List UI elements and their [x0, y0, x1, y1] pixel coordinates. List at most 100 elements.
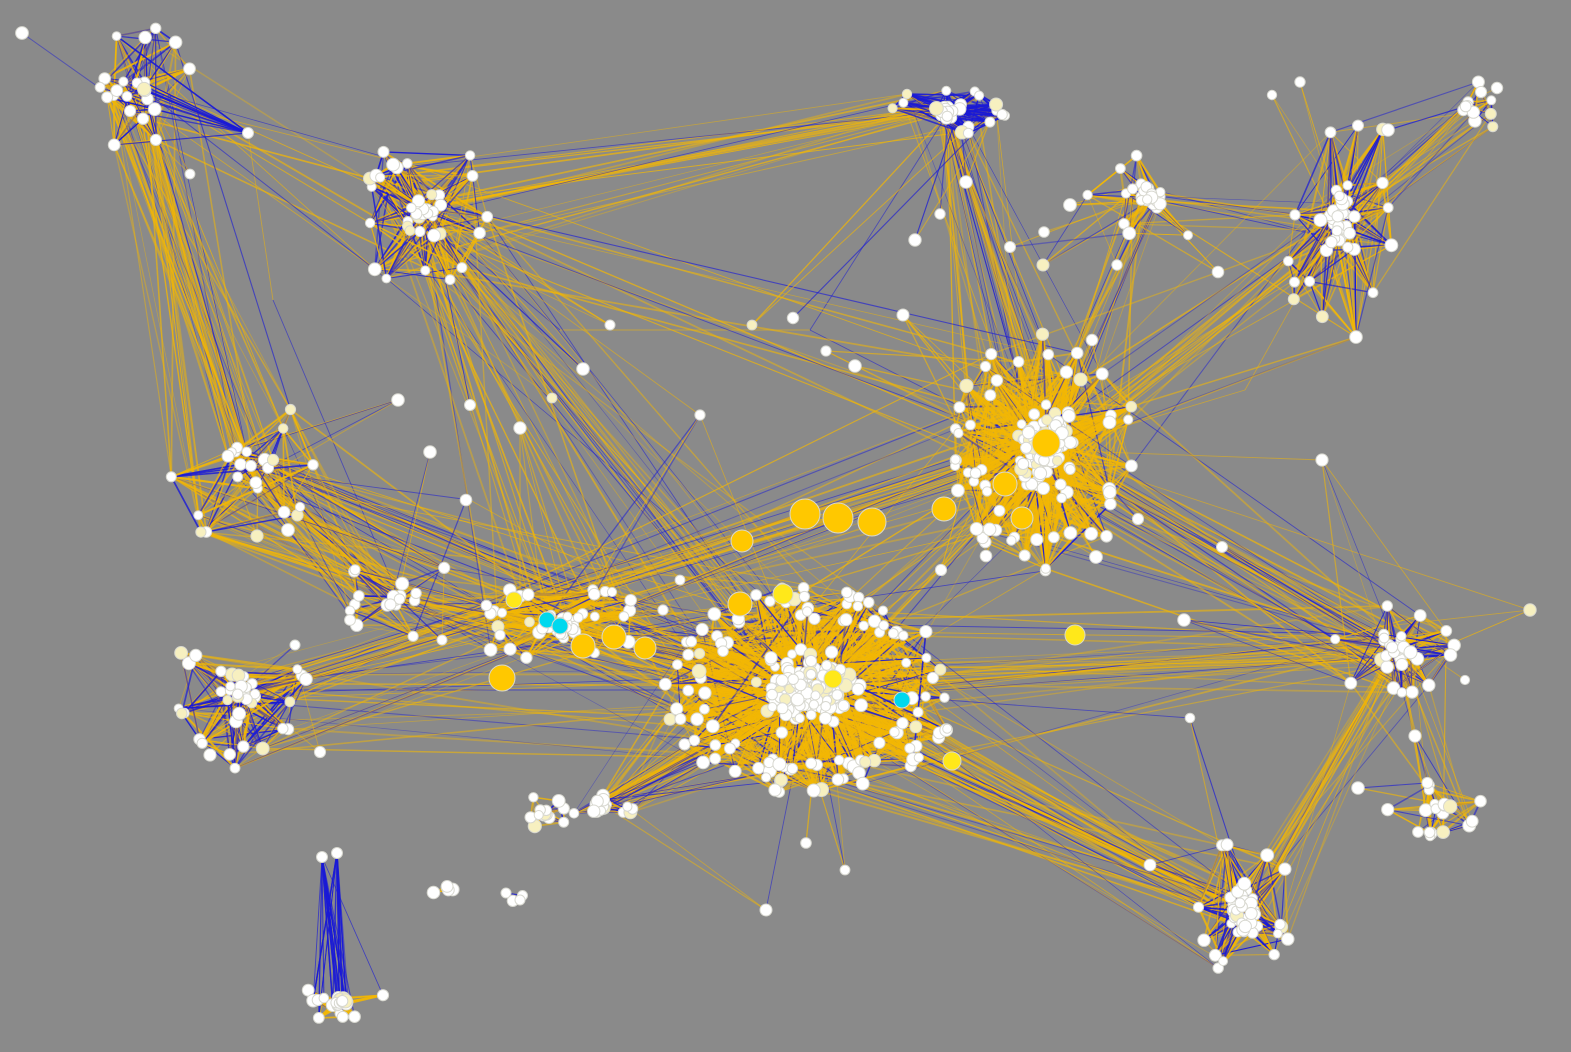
graph-edge: [175, 42, 292, 410]
graph-edge: [422, 209, 1049, 355]
graph-edge: [593, 414, 701, 595]
graph-edge: [205, 427, 284, 533]
graph-edge: [623, 615, 692, 643]
graph-edge: [272, 459, 415, 601]
graph-edge: [238, 379, 1081, 715]
graph-edge: [106, 97, 284, 429]
graph-edge: [914, 110, 997, 241]
graph-edge: [399, 598, 443, 641]
graph-edge: [1045, 567, 1403, 694]
graph-edge: [116, 35, 249, 134]
graph-edge: [1321, 459, 1447, 632]
graph-edge: [1009, 232, 1130, 248]
graph-edge: [858, 597, 1238, 893]
graph-edge: [201, 678, 307, 745]
graph-edge: [205, 531, 414, 638]
graph-edge: [201, 696, 239, 744]
graph-edge: [114, 132, 249, 146]
graph-edge: [1087, 194, 1118, 266]
graph-edge: [526, 633, 561, 659]
graph-edge: [821, 630, 1447, 791]
graph-edge: [272, 459, 358, 626]
graph-edge: [374, 268, 553, 399]
graph-edge: [246, 371, 1067, 688]
graph-edge: [490, 593, 595, 615]
graph-edge: [206, 531, 400, 600]
graph-edge: [369, 111, 948, 180]
graph-edge: [129, 110, 249, 134]
graph-edge: [440, 204, 488, 218]
graph-edge: [903, 634, 1398, 651]
graph-edge: [1048, 354, 1421, 616]
graph-edge: [184, 452, 1048, 714]
graph-edge: [396, 111, 942, 169]
graph-edge: [1087, 194, 1219, 273]
graph-edge: [171, 476, 698, 720]
graph-edge: [416, 207, 544, 629]
graph-edge: [1353, 105, 1468, 250]
graph-edge: [144, 81, 249, 134]
graph-edge: [129, 110, 157, 141]
graph-edge: [486, 216, 1081, 381]
graph-edge: [395, 604, 443, 641]
graph-edge: [961, 132, 967, 183]
graph-edge: [113, 37, 146, 146]
graph-edge: [374, 230, 421, 270]
graph-edge: [383, 151, 471, 157]
graph-edge: [262, 445, 1047, 749]
graph-edge: [282, 428, 299, 516]
graph-edge: [107, 96, 249, 134]
graph-edge: [519, 427, 579, 618]
graph-edge: [431, 216, 451, 280]
graph-edge: [1123, 214, 1296, 225]
graph-edge: [390, 603, 689, 692]
graph-edge: [441, 567, 445, 641]
graph-edge: [155, 139, 284, 429]
graph-edge: [1277, 683, 1352, 934]
graph-edge: [545, 414, 701, 621]
graph-edge: [188, 68, 259, 489]
graph-edge: [239, 449, 1046, 691]
graph-edge: [1149, 844, 1228, 866]
graph-edge: [1256, 664, 1403, 927]
graph-edge: [143, 88, 408, 164]
graph-edge: [471, 175, 499, 627]
graph-edge: [918, 658, 1418, 759]
graph-edge: [246, 409, 291, 453]
graph-edge: [104, 37, 146, 79]
graph-edge: [235, 408, 291, 453]
graph-edge: [113, 118, 144, 146]
graph-edge: [242, 678, 307, 748]
graph-edge: [244, 469, 471, 501]
graph-edge: [143, 82, 173, 477]
graph-edge: [170, 476, 360, 597]
graph-edge: [122, 41, 177, 83]
graph-edge: [432, 216, 553, 399]
graph-edge: [369, 154, 471, 180]
graph-edge: [369, 167, 398, 224]
graph-edge: [116, 90, 249, 134]
graph-edge: [409, 230, 471, 406]
graph-edge: [490, 599, 631, 615]
graph-edge: [519, 427, 546, 627]
graph-edge: [369, 222, 387, 279]
graph-edge: [146, 98, 233, 453]
graph-edge: [1160, 196, 1343, 205]
graph-edge: [489, 594, 529, 651]
graph-edge: [113, 95, 266, 460]
graph-edge: [1091, 339, 1111, 423]
graph-edge: [143, 82, 202, 533]
graph-edge: [1141, 196, 1347, 227]
graph-edge: [282, 427, 314, 466]
graph-edge: [837, 779, 1237, 917]
graph-edge: [1108, 488, 1402, 638]
graph-edge: [142, 118, 257, 483]
graph-edge: [968, 126, 1103, 375]
graph-edge: [256, 488, 259, 537]
graph-edge: [440, 204, 1078, 354]
graph-edge: [201, 353, 992, 744]
graph-edge: [106, 96, 252, 467]
graph-edge: [1321, 459, 1352, 684]
